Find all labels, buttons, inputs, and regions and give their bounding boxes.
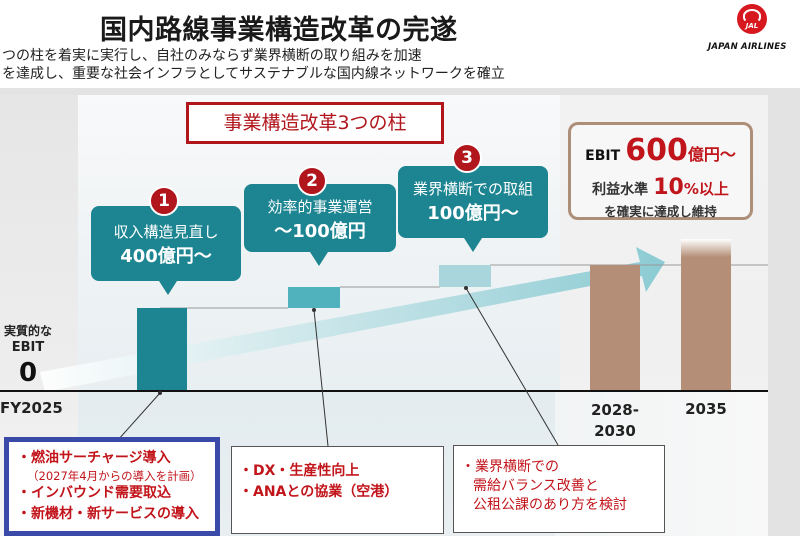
note-subitem: （2027年4月からの導入を計画） <box>27 469 202 483</box>
pillar-number-badge-2: 2 <box>297 166 327 196</box>
pillar-callout-2: 効率的事業運営 ～100億円 <box>244 184 396 266</box>
pillars-heading: 事業構造改革3つの柱 <box>186 102 444 144</box>
pillar-3-amount: 100億円～ <box>427 203 519 224</box>
pillar-2-amount: ～100億円 <box>274 221 366 242</box>
target-margin-unit: %以上 <box>683 180 729 198</box>
bar-2028-2030 <box>590 265 640 391</box>
bar-2035 <box>681 239 731 391</box>
note-item: ・DX・生産性向上 <box>239 463 360 479</box>
target-ebit-unit: 億円～ <box>687 145 736 164</box>
page-title: 国内路線事業構造改革の完遂 <box>100 15 458 46</box>
start-label-line2: EBIT <box>11 340 45 355</box>
subtitle-line-2: を達成し、重要な社会インフラとしてサステナブルな国内線ネットワークを確立 <box>2 66 505 82</box>
jal-logo: JAL JAPAN AIRLINES <box>705 2 800 60</box>
pillar-number-badge-3: 3 <box>452 143 482 173</box>
note-item: 公租公課のあり方を検討 <box>473 497 627 513</box>
note-item: 需給バランス改善と <box>473 478 599 494</box>
target-margin-value: 10 <box>653 175 684 200</box>
start-label-line1: 実質的な <box>3 324 52 338</box>
bar-efficient-operation <box>288 287 340 308</box>
bar-cross-industry <box>439 265 491 287</box>
note-item: ・業界横断での <box>461 459 559 475</box>
note-box-cross-industry: ・業界横断での 需給バランス改善と 公租公課のあり方を検討 <box>453 445 665 533</box>
note-item: ・新機材・新サービスの導入 <box>17 506 199 522</box>
target-ebit-label: EBIT <box>585 148 621 164</box>
note-box-efficiency: ・DX・生産性向上 ・ANAとの協業（空港） <box>231 446 444 534</box>
pillar-1-amount: 400億円～ <box>120 246 212 267</box>
pillar-callout-3: 業界横断での取組 100億円～ <box>398 166 548 252</box>
target-note: を確実に達成し維持 <box>604 204 717 219</box>
note-box-revenue: ・燃油サーチャージ導入 （2027年4月からの導入を計画） ・インバウンド需要取… <box>4 437 220 536</box>
note-item: ・ANAとの協業（空港） <box>239 484 399 500</box>
target-ebit-value: 600 <box>625 133 688 168</box>
x-label-2035: 2035 <box>685 400 727 418</box>
target-margin-label: 利益水準 <box>592 182 649 198</box>
start-value: 0 <box>18 358 38 388</box>
pillar-callout-1: 収入構造見直し 400億円～ <box>91 206 241 295</box>
pillar-2-label: 効率的事業運営 <box>267 198 373 216</box>
target-box: EBIT 600億円～ 利益水準 10%以上 を確実に達成し維持 <box>568 122 753 220</box>
logo-name: JAPAN AIRLINES <box>708 42 787 52</box>
pillar-1-label: 収入構造見直し <box>113 223 219 241</box>
subtitle-line-1: つの柱を着実に実行し、自社のみならず業界横断の取り組みを加速 <box>2 48 422 64</box>
x-label-2028-2030: 2028- 2030 <box>591 401 639 440</box>
pillar-number-badge-1: 1 <box>149 186 179 216</box>
note-item: ・インバウンド需要取込 <box>17 485 171 501</box>
crane-icon: JAL <box>737 4 767 34</box>
note-item: ・燃油サーチャージ導入 <box>17 450 171 466</box>
bar-revenue-restructure <box>137 308 187 391</box>
growth-arrow-icon <box>40 247 665 392</box>
x-label-fy2025: FY2025 <box>0 399 63 417</box>
pillar-3-label: 業界横断での取組 <box>412 180 533 198</box>
